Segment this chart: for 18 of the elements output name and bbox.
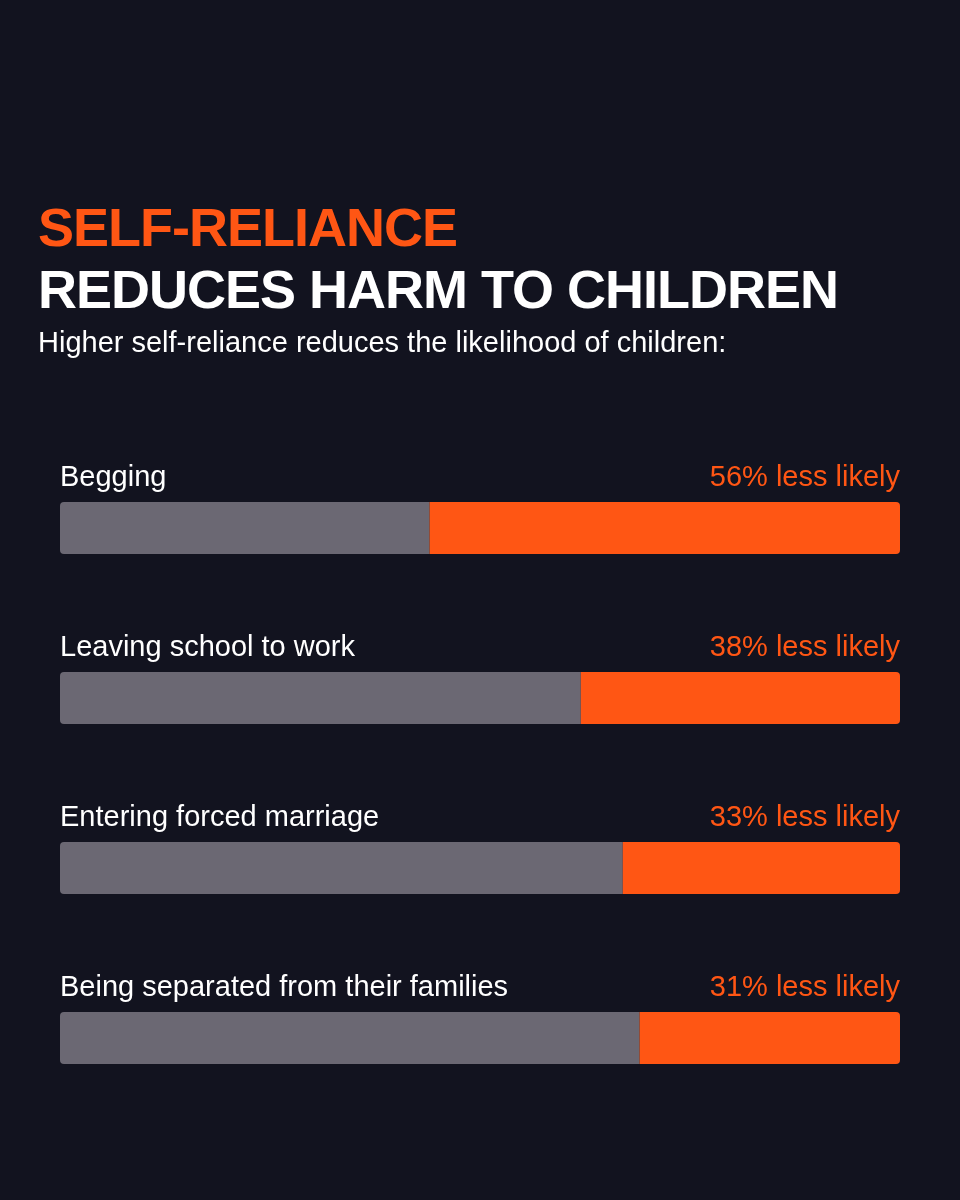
y-tick-label: Begging <box>60 460 167 492</box>
y-tick-label: Leaving school to work <box>60 630 356 662</box>
bar <box>639 1012 900 1064</box>
chart-subtitle: Higher self-reliance reduces the likelihood of children: <box>38 325 728 360</box>
y-tick-label: Being separated from their families <box>60 970 509 1002</box>
bar <box>429 502 900 554</box>
chart-title: SELF-RELIANCE REDUCES HARM TO CHILDREN <box>38 196 839 320</box>
bar <box>60 842 623 894</box>
bar <box>60 672 581 724</box>
bar <box>60 1012 640 1064</box>
data-label: 33% less likely <box>709 800 901 832</box>
data-label: 56% less likely <box>709 460 901 492</box>
bar <box>622 842 900 894</box>
bar <box>60 502 430 554</box>
bar <box>580 672 900 724</box>
data-label: 31% less likely <box>709 970 901 1002</box>
data-label: 38% less likely <box>709 630 901 662</box>
y-tick-label: Entering forced marriage <box>60 800 380 832</box>
